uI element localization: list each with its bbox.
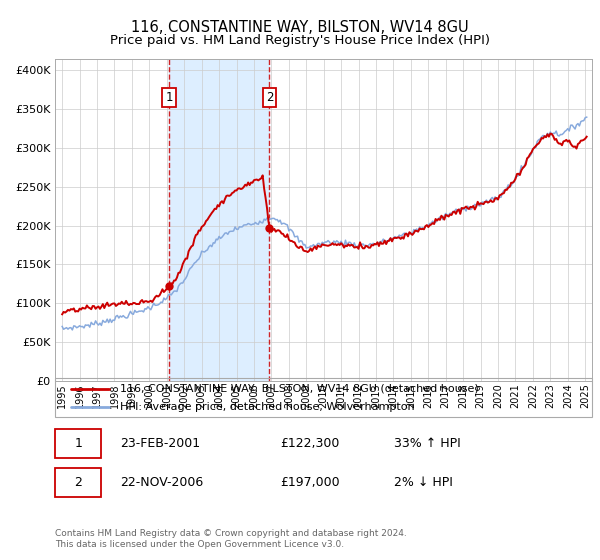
- Text: 23-FEB-2001: 23-FEB-2001: [119, 437, 200, 450]
- Text: HPI: Average price, detached house, Wolverhampton: HPI: Average price, detached house, Wolv…: [119, 403, 414, 412]
- Text: Price paid vs. HM Land Registry's House Price Index (HPI): Price paid vs. HM Land Registry's House …: [110, 34, 490, 46]
- Text: 2: 2: [74, 476, 82, 489]
- Text: £197,000: £197,000: [281, 476, 340, 489]
- Text: 1: 1: [74, 437, 82, 450]
- Text: 116, CONSTANTINE WAY, BILSTON, WV14 8GU (detached house): 116, CONSTANTINE WAY, BILSTON, WV14 8GU …: [119, 384, 478, 394]
- Bar: [169, 59, 269, 381]
- Text: 22-NOV-2006: 22-NOV-2006: [119, 476, 203, 489]
- Text: 1: 1: [166, 91, 173, 104]
- FancyBboxPatch shape: [55, 468, 101, 497]
- Text: 2% ↓ HPI: 2% ↓ HPI: [394, 476, 452, 489]
- Text: £122,300: £122,300: [281, 437, 340, 450]
- Text: 2: 2: [266, 91, 273, 104]
- Text: Contains HM Land Registry data © Crown copyright and database right 2024.
This d: Contains HM Land Registry data © Crown c…: [55, 529, 407, 549]
- Text: 33% ↑ HPI: 33% ↑ HPI: [394, 437, 460, 450]
- FancyBboxPatch shape: [55, 429, 101, 459]
- Text: 116, CONSTANTINE WAY, BILSTON, WV14 8GU: 116, CONSTANTINE WAY, BILSTON, WV14 8GU: [131, 20, 469, 35]
